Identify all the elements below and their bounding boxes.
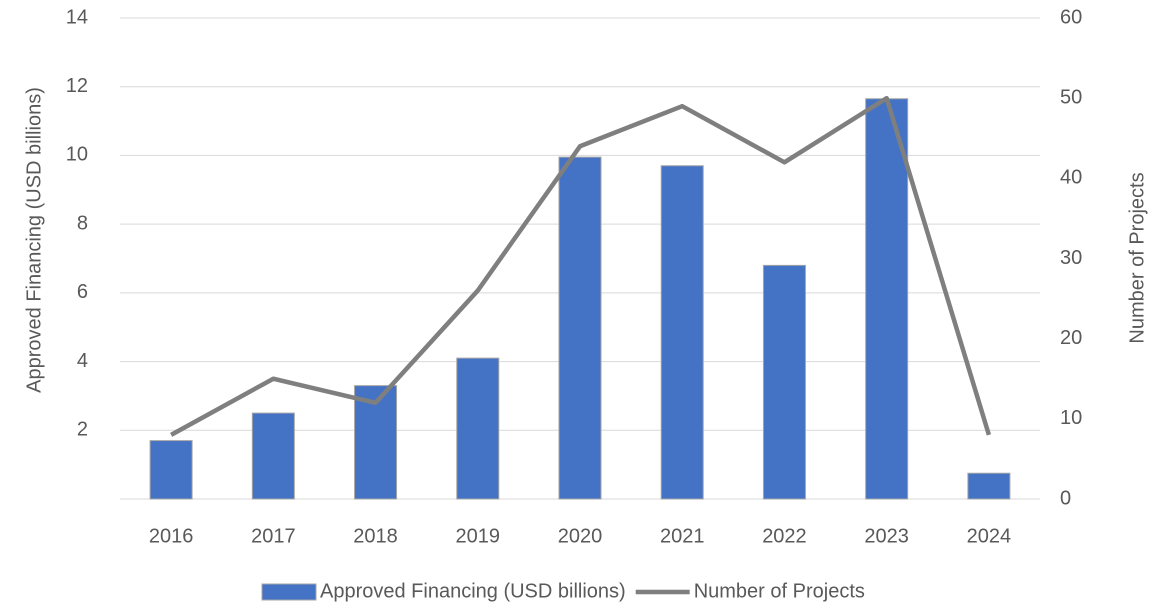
y2-tick-label: 60 <box>1060 6 1082 28</box>
bar <box>149 440 193 500</box>
y-tick-label: 8 <box>77 212 88 234</box>
y2-tick-label: 50 <box>1060 86 1082 108</box>
y2-tick-label: 10 <box>1060 407 1082 429</box>
x-tick-label: 2017 <box>251 525 296 547</box>
x-tick-label: 2020 <box>558 525 603 547</box>
y2-tick-label: 0 <box>1060 487 1071 509</box>
legend-label: Number of Projects <box>694 580 865 602</box>
y-tick-label: 4 <box>77 350 88 372</box>
y-tick-label: 10 <box>66 144 88 166</box>
y-tick-label: 6 <box>77 281 88 303</box>
x-tick-label: 2019 <box>456 525 501 547</box>
x-tick-label: 2016 <box>149 525 194 547</box>
bar <box>660 165 704 500</box>
legend-swatch <box>261 583 317 601</box>
y2-tick-label: 20 <box>1060 327 1082 349</box>
x-tick-label: 2021 <box>660 525 705 547</box>
bar <box>456 357 500 500</box>
x-tick-label: 2022 <box>762 525 807 547</box>
legend-label: Approved Financing (USD billions) <box>320 580 626 602</box>
y-axis-title: Approved Financing (USD billions) <box>23 87 45 393</box>
y-tick-label: 14 <box>66 6 88 28</box>
x-tick-label: 2023 <box>864 525 909 547</box>
bar <box>558 156 602 500</box>
y2-axis-title: Number of Projects <box>1126 172 1148 343</box>
x-tick-label: 2018 <box>353 525 398 547</box>
bar <box>762 264 806 500</box>
bar <box>865 98 909 500</box>
y-tick-label: 12 <box>66 75 88 97</box>
bar <box>251 412 295 500</box>
y2-tick-label: 40 <box>1060 167 1082 189</box>
y-tick-label: 2 <box>77 419 88 441</box>
y2-tick-label: 30 <box>1060 247 1082 269</box>
bar <box>967 472 1011 500</box>
x-tick-label: 2024 <box>967 525 1012 547</box>
line <box>170 95 992 437</box>
